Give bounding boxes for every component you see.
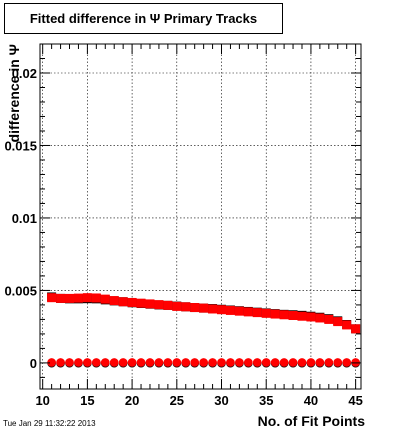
data-point [65,358,74,367]
data-markers [47,292,361,368]
y-tick-label: 0.02 [12,66,37,81]
data-point [315,313,325,323]
data-point [118,297,128,307]
data-point [333,358,343,367]
data-point [181,302,191,312]
data-point [324,358,334,367]
data-point [297,358,307,367]
data-point [83,358,92,367]
data-point [100,358,110,367]
data-point [333,317,343,327]
chart-title: Fitted difference in Ψ Primary Tracks [4,3,283,34]
data-point [190,303,200,313]
data-point [65,293,75,303]
data-point [199,303,209,313]
x-tick-label: 30 [214,393,228,408]
data-point [109,296,119,306]
data-point [217,358,226,367]
data-point [181,358,191,367]
data-point [297,311,307,321]
data-point [145,299,155,309]
data-point [234,306,244,316]
data-point [136,298,146,308]
y-tick-label: 0.01 [12,211,37,226]
data-point [190,358,199,367]
data-point [225,305,235,315]
data-point [342,320,352,330]
data-point [127,297,137,307]
data-point [252,358,262,367]
x-tick-label: 35 [259,393,273,408]
data-point [154,358,164,367]
data-point [109,358,119,367]
x-tick-label: 40 [304,393,318,408]
x-axis-label: No. of Fit Points [258,413,366,429]
y-tick-label: 0 [30,356,37,371]
data-point [315,358,325,367]
data-point [47,293,57,303]
grid-lines [40,44,361,389]
x-tick-label: 25 [170,393,184,408]
data-point [163,358,173,367]
data-point [226,358,235,367]
data-point [243,307,253,317]
data-point [208,358,217,367]
axes: 10 15 20 25 30 35 40 45 0 0.005 0.01 0.015 0.02 [4,43,363,408]
data-point [82,293,92,303]
data-point [270,358,280,367]
data-point [261,308,271,318]
x-tick-label: 45 [348,393,362,408]
data-point [172,301,182,311]
data-point [91,293,101,303]
data-point [235,358,244,367]
x-tick-label: 20 [125,393,139,408]
data-point [118,358,128,367]
data-point [127,358,137,367]
data-point [136,358,146,367]
data-point [56,358,65,367]
data-point [270,309,280,319]
data-point [288,358,298,367]
data-point [279,310,289,320]
data-point [306,358,316,367]
data-point [342,358,351,367]
y-tick-label: 0.005 [4,283,37,298]
y-axis-label: difference in Ψ [6,44,22,142]
data-point [92,358,101,367]
data-point [100,294,110,304]
data-point [172,358,182,367]
data-point [324,314,334,324]
data-point [47,358,56,367]
data-point [261,358,271,367]
x-tick-label: 10 [35,393,49,408]
data-point [163,300,173,310]
data-point [279,358,289,367]
data-point [244,358,253,367]
data-point [56,293,66,303]
data-point [306,312,316,322]
plot-frame [39,43,362,390]
data-point [74,358,83,367]
data-point [252,308,262,318]
y-tick-label: 0.015 [4,138,37,153]
data-point [154,300,164,310]
data-point [217,305,227,315]
data-point [145,358,155,367]
data-point [73,293,83,303]
data-point [208,304,218,314]
timestamp: Tue Jan 29 11:32:22 2013 [3,419,96,428]
data-point [288,311,298,321]
data-point [199,358,208,367]
x-tick-label: 15 [80,393,94,408]
data-point [351,324,361,334]
